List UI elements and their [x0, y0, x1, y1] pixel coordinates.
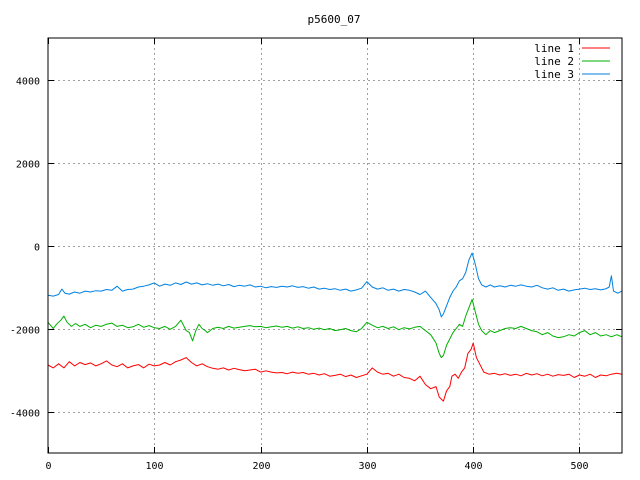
series-line-3: [47, 252, 623, 318]
x-tick-label: 500: [570, 461, 588, 472]
axis-ticks: 0 100 200 300 400 500 -4000 -2000 0 2000 4000: [10, 38, 622, 472]
legend-label-3: line 3: [534, 68, 574, 81]
plot-frame: [47, 37, 623, 454]
x-tick-label: 300: [358, 461, 376, 472]
y-tick-label: 2000: [16, 160, 40, 171]
y-tick-label: -4000: [10, 409, 40, 420]
series-line-1: [47, 342, 623, 402]
x-tick-label: 400: [464, 461, 482, 472]
legend-label-1: line 1: [534, 42, 574, 55]
x-tick-label: 200: [252, 461, 270, 472]
x-tick-label: 100: [145, 461, 163, 472]
grid: [48, 38, 622, 453]
legend-label-2: line 2: [534, 55, 574, 68]
y-tick-label: 4000: [16, 77, 40, 88]
y-tick-label: 0: [34, 243, 40, 254]
x-tick-label: 0: [45, 461, 51, 472]
chart-title: p5600_07: [308, 13, 361, 26]
series-lines: [47, 252, 623, 402]
y-tick-label: -2000: [10, 326, 40, 337]
series-line-2: [47, 298, 623, 359]
